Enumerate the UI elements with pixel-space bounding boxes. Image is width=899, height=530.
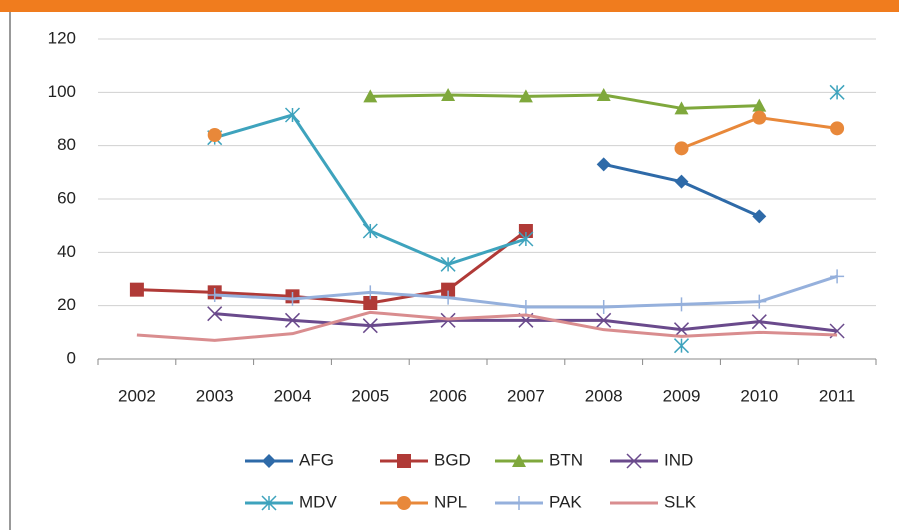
marker [129,282,144,297]
y-tick-label: 40 [57,242,76,261]
marker [596,300,611,314]
x-tick-label: 2011 [819,386,856,405]
marker [397,454,411,468]
marker [752,209,767,224]
x-tick-label: 2006 [429,386,467,405]
grid: 0 20 40 60 80 100 120 2002 2003 2004 2005 2006 2007 2… [48,28,877,405]
series-line [136,229,527,305]
marker [673,338,690,354]
y-tick-label: 60 [57,188,76,207]
marker [440,256,456,272]
marker [284,312,301,328]
marker [752,294,767,309]
marker [363,89,378,103]
series-line [603,162,760,218]
marker [285,292,300,306]
marker [596,312,612,328]
legend-label: SLK [664,492,697,511]
marker [830,269,845,284]
y-tick-label: 100 [48,82,76,101]
x-tick-label: 2003 [196,386,234,405]
legend-label: PAK [549,492,582,511]
marker [362,318,378,334]
marker [752,110,767,125]
legend-label: BGD [434,450,471,469]
plot [129,84,845,354]
marker [441,282,456,297]
marker [674,174,689,189]
marker [512,496,526,510]
top-bar [0,0,899,12]
marker [512,454,526,467]
legend: AFG BGD BTN IND MDV NPL PAK SLK [245,450,697,511]
x-tick-label: 2007 [507,386,545,405]
x-tick-label: 2010 [740,386,778,405]
legend-label: NPL [434,492,467,511]
legend-label: IND [664,450,693,469]
legend-label: AFG [299,450,334,469]
marker [626,453,642,469]
marker [207,128,222,142]
y-tick-label: 0 [67,348,76,367]
marker [674,141,689,156]
marker [362,223,378,239]
marker [830,121,845,136]
x-tick-label: 2004 [274,386,312,405]
marker [363,296,378,310]
marker [262,454,276,468]
marker [441,88,456,101]
marker [751,314,767,330]
x-tick-label: 2008 [585,386,623,405]
marker [673,322,690,338]
series-line [370,93,760,110]
y-tick-label: 120 [48,28,76,47]
marker [518,231,534,247]
marker [674,101,689,115]
x-tick-label: 2009 [663,386,701,405]
marker [596,88,611,101]
y-tick-label: 20 [57,295,76,314]
x-tick-label: 2002 [118,386,156,405]
marker [207,306,223,322]
marker [397,496,411,510]
series-line [136,310,838,342]
marker [518,300,533,314]
y-tick-label: 80 [57,135,76,154]
marker [363,285,378,300]
x-tick-label: 2005 [351,386,389,405]
marker [752,98,767,112]
marker [261,495,277,511]
marker [829,84,845,100]
marker [596,157,611,172]
marker [207,288,222,302]
marker [674,297,689,312]
legend-label: MDV [299,492,337,511]
marker [518,89,533,103]
marker [441,290,456,305]
legend-label: BTN [549,450,583,469]
marker [284,107,301,123]
